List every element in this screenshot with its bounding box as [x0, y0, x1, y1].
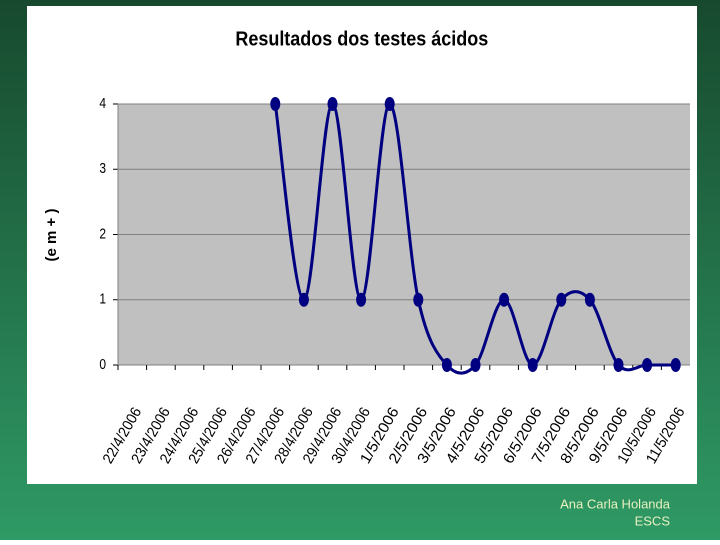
y-tick-label: 3: [99, 160, 106, 177]
y-tick-label: 2: [99, 225, 106, 242]
data-point: [584, 292, 595, 307]
data-point: [527, 358, 538, 372]
y-tick-label: 0: [99, 356, 106, 373]
data-point: [327, 97, 338, 111]
y-axis-label: (e m + ): [43, 209, 60, 262]
data-point: [470, 358, 481, 372]
footer-author: Ana Carla Holanda: [560, 496, 671, 511]
data-point: [670, 358, 681, 372]
data-point: [356, 292, 367, 307]
data-point: [499, 292, 510, 307]
y-tick-label: 4: [99, 95, 106, 112]
data-point: [556, 292, 567, 307]
y-tick-label: 1: [99, 290, 106, 307]
data-point: [441, 358, 452, 372]
data-point: [270, 97, 281, 111]
footer-institution: ESCS: [635, 513, 671, 528]
chart-title: Resultados dos testes ácidos: [235, 28, 488, 50]
data-point: [384, 97, 395, 111]
data-point: [298, 292, 309, 307]
data-point: [413, 292, 424, 307]
data-point: [642, 358, 653, 372]
data-point: [613, 358, 624, 372]
